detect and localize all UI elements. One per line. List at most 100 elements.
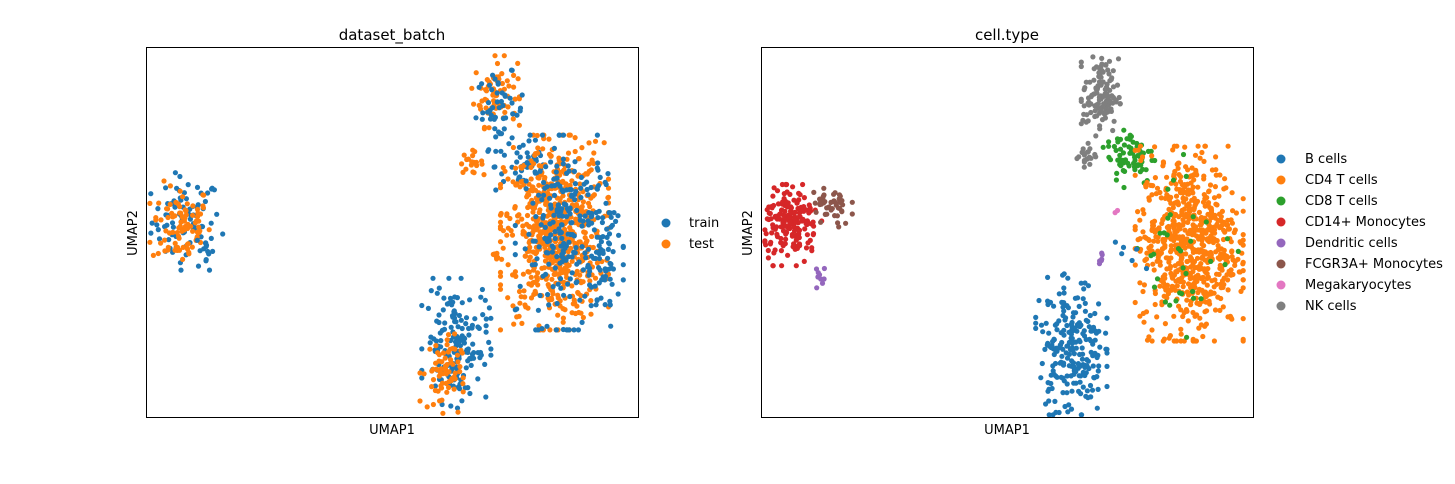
scatter-point [1221,227,1227,233]
scatter-point [220,231,226,237]
scatter-point [577,272,583,278]
scatter-point [474,162,480,169]
scatter-point [432,387,438,394]
scatter-point [591,150,597,156]
scatter-point [1113,177,1119,183]
scatter-point [812,200,818,206]
scatter-point [1173,269,1179,275]
scatter-point [442,320,448,326]
legend-item: B cells [1276,152,1347,167]
scatter-point [501,152,507,158]
scatter-point [1137,280,1143,286]
scatter-point [609,281,615,287]
scatter-point [1149,327,1155,333]
scatter-point [1058,374,1064,380]
scatter-point [557,276,564,282]
scatter-point [497,224,504,230]
scatter-point [569,310,575,316]
scatter-point [557,183,563,189]
scatter-point [179,228,185,234]
scatter-point [552,183,558,189]
scatter-point [1068,335,1074,341]
scatter-point [1040,329,1046,335]
scatter-point [1164,192,1170,198]
scatter-point [585,192,591,198]
scatter-point [1077,379,1083,385]
scatter-point [427,346,433,352]
scatter-point [541,192,547,198]
scatter-point [1207,204,1213,211]
scatter-point [546,151,553,157]
scatter-point [497,286,504,292]
scatter-point [1162,321,1168,327]
scatter-point [524,221,530,227]
scatter-point [1092,337,1098,343]
scatter-point [496,105,502,111]
scatter-point [526,138,532,144]
scatter-point [472,316,478,322]
scatter-point [1121,127,1127,133]
scatter-point [587,265,593,271]
scatter-point [473,70,479,76]
scatter-point [1098,107,1104,113]
scatter-point [417,370,423,376]
scatter-point [1033,314,1039,320]
scatter-point [528,176,534,182]
scatter-point [510,144,516,151]
scatter-point [500,115,506,122]
scatter-point [599,277,605,283]
scatter-point [181,190,187,196]
scatter-point [429,384,435,390]
scatter-point [1065,275,1071,281]
scatter-point [548,227,554,233]
scatter-point [523,253,529,259]
scatter-point [1154,314,1160,320]
scatter-point [1083,370,1089,376]
scatter-point [1170,177,1177,183]
scatter-point [806,202,812,208]
scatter-point [1085,100,1091,106]
legend-marker [1276,154,1286,164]
scatter-point [459,398,465,404]
scatter-point [762,239,768,245]
scatter-point [1096,261,1103,267]
scatter-point [771,185,777,191]
scatter-point [1140,207,1146,213]
scatter-point [202,198,208,205]
scatter-point [1080,117,1086,123]
scatter-point [536,182,542,188]
scatter-point [170,224,176,230]
scatter-point [1186,191,1192,197]
scatter-point [1215,243,1221,249]
scatter-point [448,403,454,409]
legend-item: Dendritic cells [1276,236,1398,251]
scatter-point [1089,328,1095,334]
scatter-point [1137,217,1143,223]
scatter-point [452,294,458,300]
scatter-point [460,389,466,395]
legend-label: Megakaryocytes [1305,278,1412,293]
scatter-point [441,295,447,301]
scatter-point [1190,336,1196,342]
scatter-point [582,213,588,219]
scatter-point [497,327,504,333]
scatter-point [1170,147,1176,153]
scatter-point [546,302,552,308]
scatter-point [1149,227,1155,233]
scatter-point [585,246,592,252]
scatter-point [1110,127,1116,134]
scatter-point [461,335,467,341]
scatter-point [1215,247,1221,253]
scatter-point [440,307,446,313]
scatter-point [770,193,776,199]
scatter-point [525,204,531,211]
scatter-point [835,220,841,226]
scatter-point [768,216,774,222]
scatter-point [595,160,601,166]
scatter-point [1122,168,1128,174]
scatter-point [155,206,161,212]
scatter-point [532,137,539,143]
scatter-point [1107,99,1113,105]
scatter-point [510,84,517,90]
scatter-point [153,215,159,221]
